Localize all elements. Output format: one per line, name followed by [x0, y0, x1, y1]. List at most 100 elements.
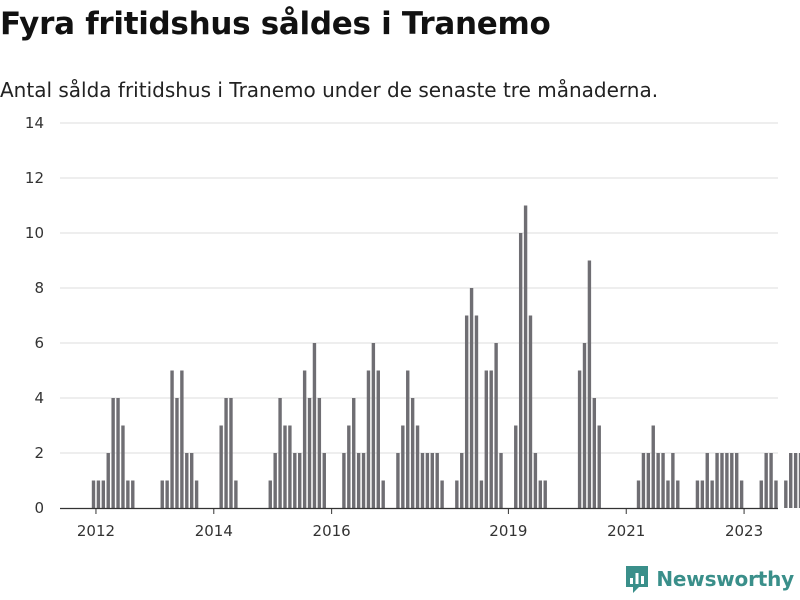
bar: [666, 480, 670, 508]
bar: [190, 453, 194, 508]
bar: [705, 453, 709, 508]
bar: [514, 425, 518, 508]
bar: [430, 453, 434, 508]
y-tick-label: 10: [25, 224, 44, 242]
bar: [460, 453, 464, 508]
bar: [582, 343, 587, 508]
bar: [671, 453, 675, 508]
bar: [764, 453, 768, 508]
bar: [347, 425, 351, 508]
bar: [116, 398, 120, 508]
bar: [273, 453, 277, 508]
y-tick-label: 4: [34, 389, 44, 407]
bar: [180, 370, 184, 508]
bar: [577, 370, 582, 508]
bar: [96, 480, 101, 508]
bar: [219, 425, 223, 508]
bar: [415, 425, 420, 508]
bar: [312, 343, 317, 508]
bar: [533, 453, 538, 508]
bar: [401, 425, 405, 508]
x-tick-label: 2019: [489, 522, 527, 540]
y-tick-label: 8: [34, 279, 44, 297]
bar: [739, 480, 744, 508]
bar: [518, 233, 523, 508]
y-axis-ticks: 0 2 4 6 8 10 12 14: [25, 114, 44, 517]
bar: [435, 453, 439, 508]
bar: [793, 453, 798, 508]
bar: [165, 480, 169, 508]
chart-subtitle: Antal sålda fritidshus i Tranemo under d…: [0, 78, 659, 102]
bar: [646, 453, 651, 508]
bar: [224, 398, 228, 508]
bar: [789, 453, 793, 508]
bar: [298, 453, 302, 508]
y-tick-label: 2: [34, 444, 44, 462]
bar: [268, 480, 272, 508]
bar: [759, 480, 763, 508]
y-tick-label: 0: [34, 499, 44, 517]
bar: [420, 453, 425, 508]
bar: [185, 453, 189, 508]
bar: [111, 398, 115, 508]
bar: [735, 453, 739, 508]
bar: [528, 315, 533, 508]
bar: [656, 453, 660, 508]
bar: [406, 370, 410, 508]
x-tick-label: 2023: [725, 522, 763, 540]
bar: [371, 343, 376, 508]
bar: [440, 480, 444, 508]
bar: [484, 370, 488, 508]
bar: [720, 453, 724, 508]
bar: [342, 453, 346, 508]
bar: [592, 398, 597, 508]
bar: [283, 425, 287, 508]
gridlines: [60, 122, 778, 454]
bar: [676, 480, 680, 508]
bar: [474, 315, 479, 508]
x-tick-label: 2014: [195, 522, 233, 540]
bar: [366, 370, 371, 508]
bar: [479, 480, 484, 508]
bars: [91, 205, 800, 508]
bar: [356, 453, 361, 508]
bar: [489, 370, 493, 508]
bar: [302, 370, 307, 508]
bar: [121, 425, 125, 508]
bar: [381, 480, 385, 508]
bar: [464, 315, 469, 508]
bar: [798, 453, 800, 508]
bar: [229, 398, 233, 508]
bar: [194, 480, 199, 508]
bar: [376, 370, 380, 508]
bar: [131, 480, 135, 508]
bar: [651, 425, 655, 508]
bar: [725, 453, 729, 508]
bar: [278, 398, 282, 508]
bar: [322, 453, 326, 508]
bar: [91, 480, 96, 508]
bar: [126, 480, 130, 508]
bar: [101, 480, 106, 508]
bar: [700, 480, 705, 508]
bar: [499, 453, 503, 508]
bar: [784, 480, 788, 508]
bar: [636, 480, 641, 508]
bar: [769, 453, 773, 508]
bar: [587, 260, 592, 508]
y-tick-label: 12: [25, 169, 44, 187]
bar: [410, 398, 415, 508]
bar: [661, 453, 665, 508]
bar: [641, 453, 646, 508]
brand-name: Newsworthy: [656, 567, 794, 591]
bar: [307, 398, 312, 508]
bar: [469, 288, 474, 508]
bar: [538, 480, 543, 508]
bar: [175, 398, 179, 508]
bar: [715, 453, 719, 508]
bar: [523, 205, 528, 508]
bar: [695, 480, 700, 508]
bar: [396, 453, 400, 508]
y-tick-label: 14: [25, 114, 44, 132]
